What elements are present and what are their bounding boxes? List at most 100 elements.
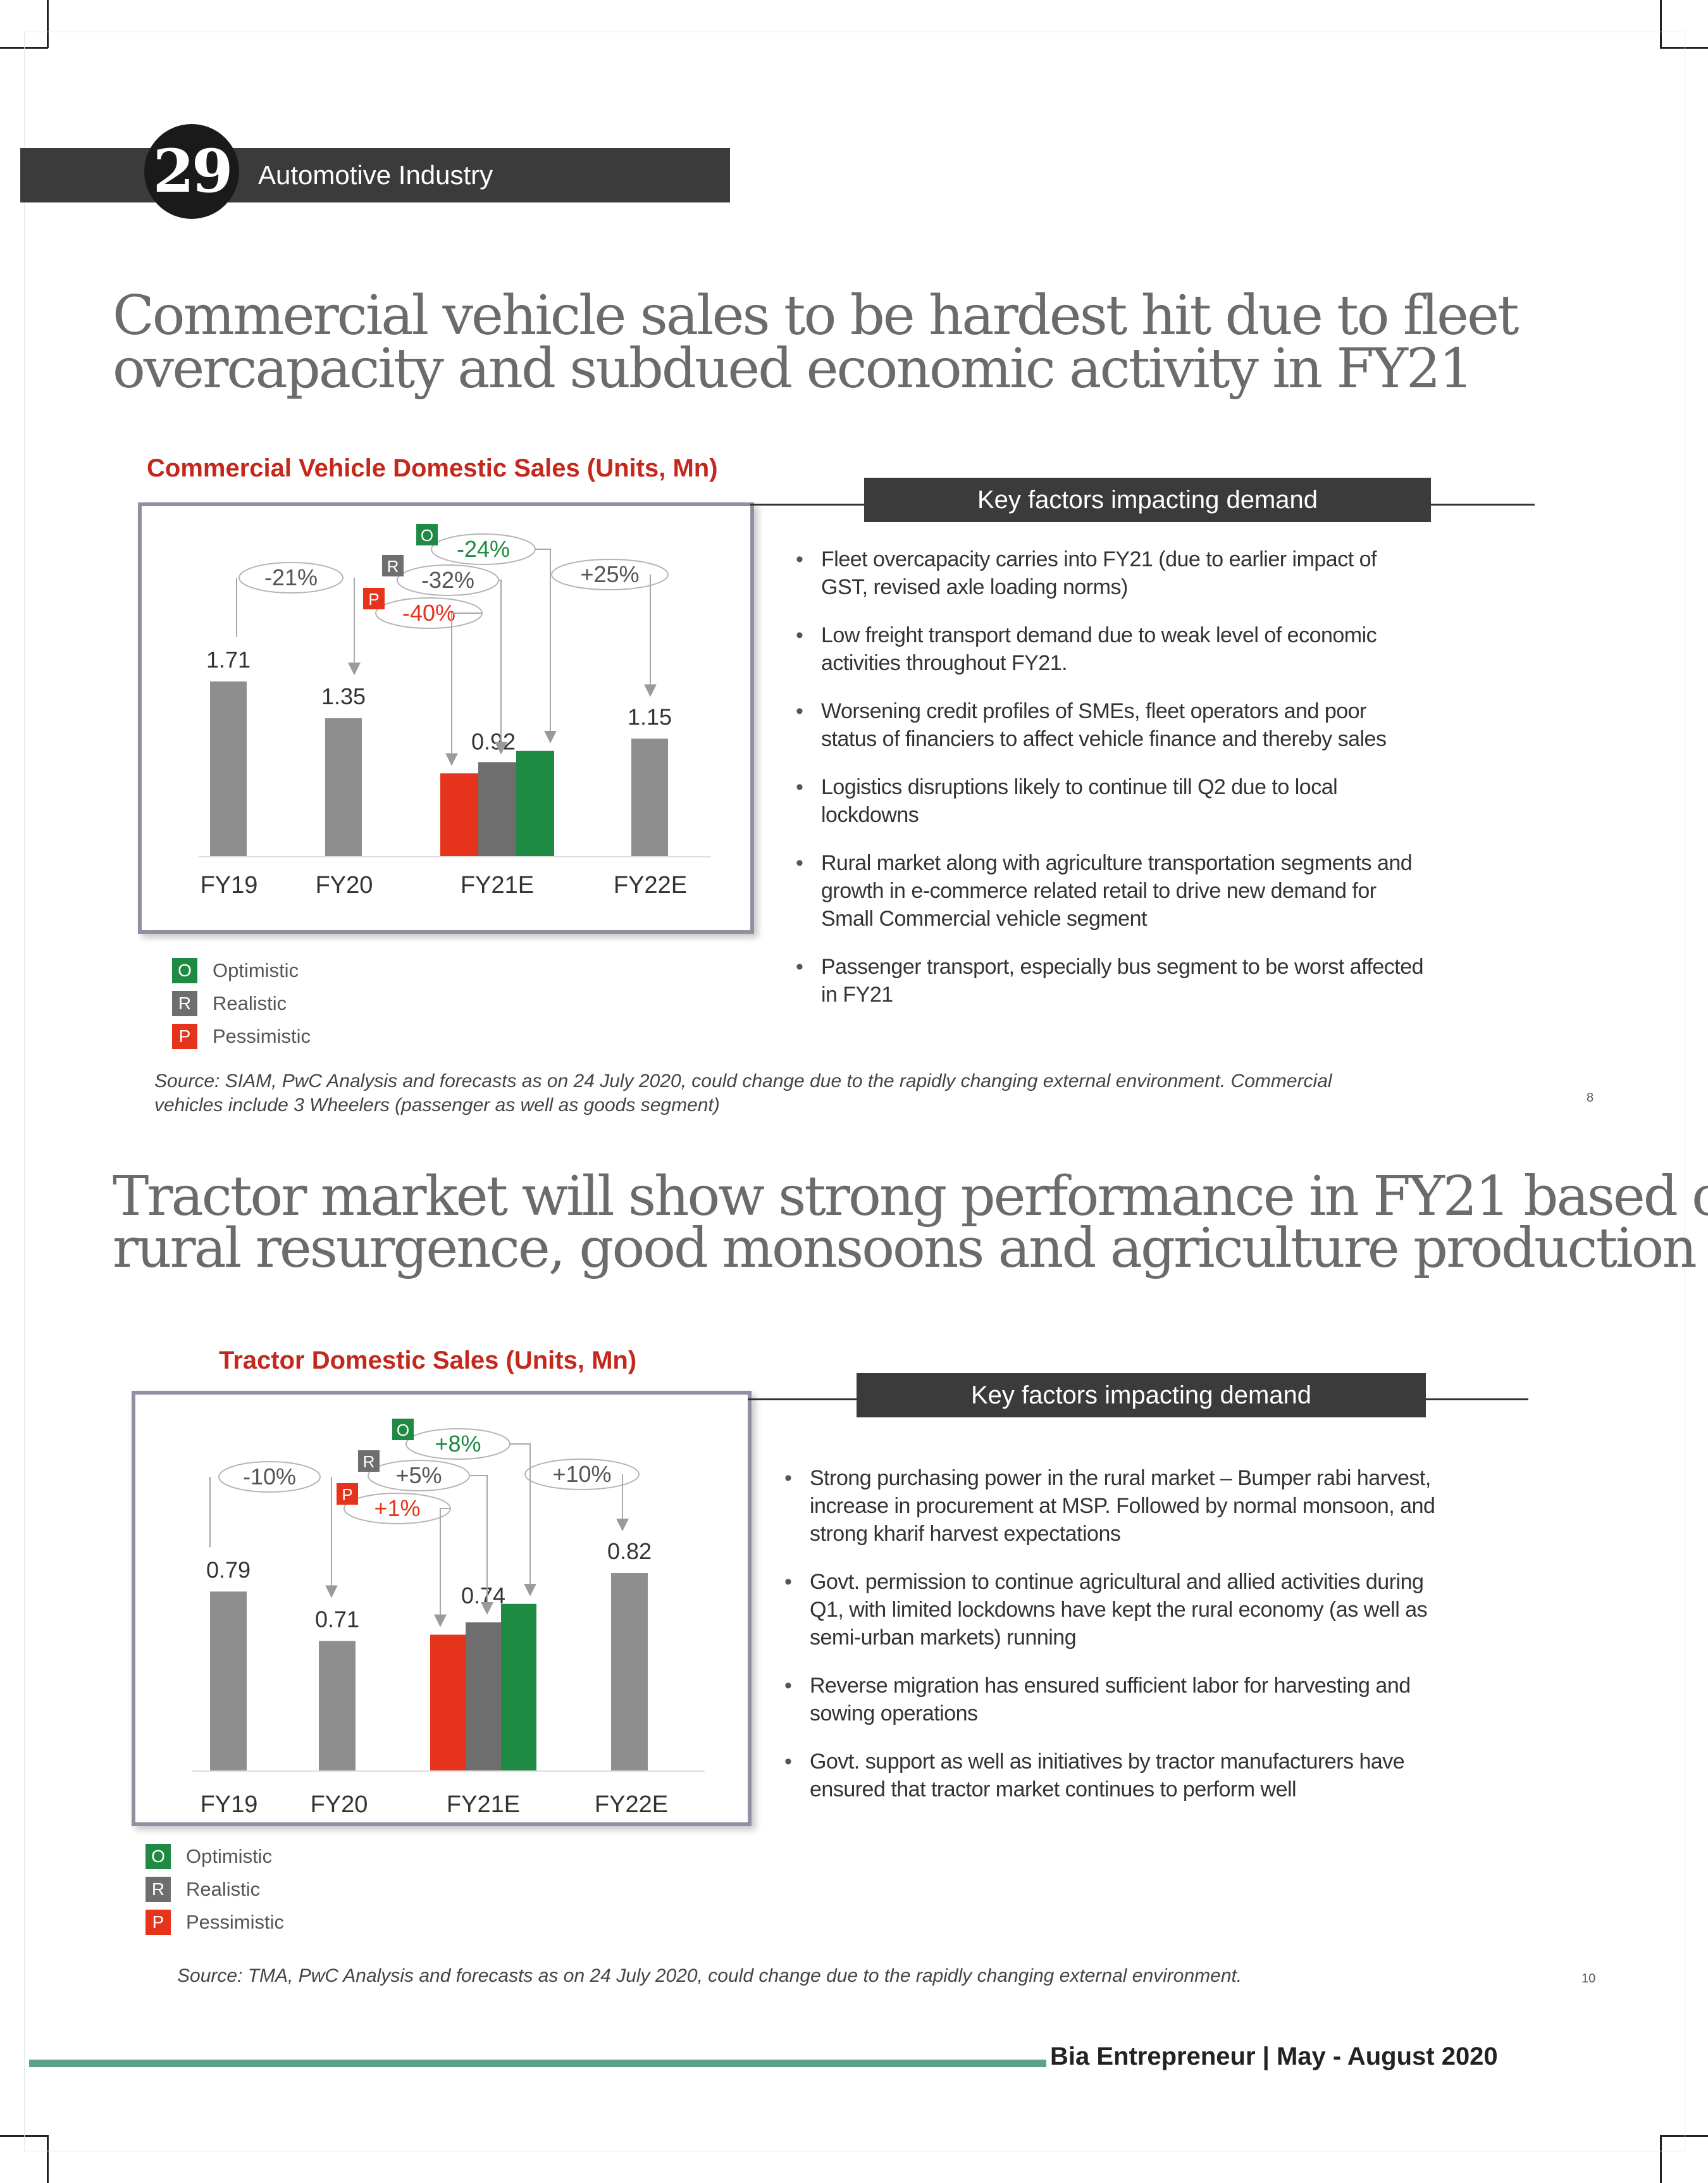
legend-realistic-label: Realistic bbox=[186, 1878, 261, 1900]
growth-fy20-label: -21% bbox=[264, 564, 318, 590]
tractor-factor-4-line-1: Govt. support as well as initiatives by … bbox=[810, 1750, 1405, 1774]
category-label-fy19: FY19 bbox=[201, 872, 258, 899]
growth-fy20-label: -10% bbox=[243, 1464, 296, 1490]
cv-factor-4-line-1: Logistics disruptions likely to continue… bbox=[821, 775, 1338, 799]
scenario-pessimistic-tag-letter: P bbox=[342, 1485, 352, 1504]
value-label-fy22e: 1.15 bbox=[628, 704, 672, 730]
bar-fy21e-realistic bbox=[466, 1622, 501, 1770]
crop-mark bbox=[1660, 2135, 1662, 2183]
value-label-fy21e: 0.74 bbox=[461, 1583, 505, 1608]
footer-text: Bia Entrepreneur | May - August 2020 bbox=[1050, 2043, 1498, 2070]
growth-fy20-bubble bbox=[238, 562, 343, 594]
cv-legend: O Optimistic R Realistic P Pessimistic bbox=[172, 954, 311, 1053]
cv-factor-4: Logistics disruptions likely to continue… bbox=[796, 773, 1542, 829]
scenario-realistic-tag bbox=[382, 555, 404, 576]
growth-fy21e-pessimistic-label: -40% bbox=[402, 600, 455, 626]
growth-fy21e-realistic-label: -32% bbox=[421, 567, 474, 593]
value-label-fy20: 1.35 bbox=[321, 683, 366, 709]
bar-fy21e-realistic bbox=[478, 762, 516, 856]
crop-mark bbox=[47, 2135, 49, 2183]
cv-factor-1-line-1: Fleet overcapacity carries into FY21 (du… bbox=[821, 547, 1377, 571]
tractor-factor-4-line-2: ensured that tractor market continues to… bbox=[810, 1777, 1297, 1801]
bar-fy19 bbox=[210, 1591, 247, 1770]
cv-factor-5: Rural market along with agriculture tran… bbox=[796, 849, 1542, 933]
crop-mark bbox=[1660, 47, 1708, 49]
cv-factor-5-line-2: growth in e-commerce related retail to d… bbox=[821, 879, 1377, 903]
page-number: 29 bbox=[144, 124, 239, 219]
cv-source: Source: SIAM, PwC Analysis and forecasts… bbox=[154, 1069, 1483, 1117]
tractor-chart-svg: 0.79 0.71 0.82 0.74 FY19 FY20 FY21E FY22E -10% +1… bbox=[192, 1419, 705, 1818]
growth-fy20-bubble bbox=[218, 1461, 321, 1493]
legend-optimistic-swatch: O bbox=[145, 1844, 171, 1869]
scenario-optimistic-tag bbox=[416, 524, 438, 545]
legend-realistic-swatch: R bbox=[172, 991, 197, 1016]
tractor-factor-2-line-2: Q1, with limited lockdowns have kept the… bbox=[810, 1598, 1428, 1622]
value-label-fy20: 0.71 bbox=[315, 1606, 359, 1632]
cv-factor-6-line-1: Passenger transport, especially bus segm… bbox=[821, 955, 1424, 979]
scenario-realistic-tag-letter: R bbox=[363, 1452, 375, 1471]
tractor-factor-3: Reverse migration has ensured sufficient… bbox=[784, 1672, 1556, 1727]
cv-factor-4-line-2: lockdowns bbox=[821, 803, 919, 827]
value-label-fy21e: 0.92 bbox=[471, 729, 516, 755]
page-frame bbox=[24, 32, 1685, 2151]
scenario-optimistic-tag-letter: O bbox=[421, 526, 433, 545]
cv-factor-list: Fleet overcapacity carries into FY21 (du… bbox=[796, 545, 1542, 1029]
category-label-fy21e: FY21E bbox=[447, 1791, 520, 1818]
legend-pessimistic-swatch: P bbox=[172, 1024, 197, 1049]
growth-fy21e-optimistic-label: -24% bbox=[457, 536, 510, 562]
legend-realistic: R Realistic bbox=[172, 987, 311, 1020]
scenario-pessimistic-tag-letter: P bbox=[368, 590, 379, 609]
tractor-factor-4: Govt. support as well as initiatives by … bbox=[784, 1748, 1556, 1803]
tractor-chart-title: Tractor Domestic Sales (Units, Mn) bbox=[219, 1346, 637, 1374]
value-label-fy19: 0.79 bbox=[206, 1557, 251, 1583]
cv-factor-2: Low freight transport demand due to weak… bbox=[796, 621, 1542, 677]
cv-chart-title: Commercial Vehicle Domestic Sales (Units… bbox=[147, 454, 718, 482]
bar-fy20 bbox=[325, 718, 362, 856]
bar-fy22e bbox=[631, 738, 668, 856]
cv-chart: 1.71 1.35 1.15 0.92 FY19 FY20 FY21E FY22E -21% +2… bbox=[138, 502, 754, 934]
legend-realistic: R Realistic bbox=[145, 1873, 284, 1906]
scenario-realistic-tag bbox=[358, 1450, 380, 1472]
growth-fy22-bubble bbox=[551, 559, 669, 590]
bar-fy20 bbox=[319, 1641, 356, 1770]
header-band bbox=[20, 148, 730, 202]
bar-fy21e-pessimistic bbox=[430, 1634, 466, 1770]
cv-factor-1: Fleet overcapacity carries into FY21 (du… bbox=[796, 545, 1542, 601]
tractor-factor-1-line-2: increase in procurement at MSP. Followed… bbox=[810, 1494, 1435, 1518]
category-label-fy19: FY19 bbox=[201, 1791, 258, 1818]
growth-fy21e-realistic-connector bbox=[469, 1475, 493, 1615]
growth-fy22-label: +25% bbox=[580, 561, 639, 587]
value-label-fy19: 1.71 bbox=[206, 647, 251, 673]
growth-fy21e-optimistic-connector bbox=[510, 1443, 536, 1596]
cv-slide-number: 8 bbox=[1587, 1091, 1594, 1105]
scenario-optimistic-tag bbox=[392, 1419, 414, 1440]
tractor-factor-3-line-1: Reverse migration has ensured sufficient… bbox=[810, 1674, 1411, 1698]
tractor-factor-1-line-1: Strong purchasing power in the rural mar… bbox=[810, 1466, 1431, 1490]
growth-fy22-bubble bbox=[524, 1458, 640, 1490]
footer-bar bbox=[29, 2060, 1046, 2067]
legend-realistic-label: Realistic bbox=[213, 992, 287, 1014]
tractor-key-factors-title: Key factors impacting demand bbox=[857, 1373, 1426, 1417]
scenario-realistic-tag-letter: R bbox=[387, 557, 399, 576]
cv-factor-3-line-2: status of financiers to affect vehicle f… bbox=[821, 727, 1387, 751]
bar-fy19 bbox=[210, 681, 247, 856]
cv-source-line2: vehicles include 3 Wheelers (passenger a… bbox=[154, 1095, 720, 1116]
legend-pessimistic: P Pessimistic bbox=[145, 1906, 284, 1939]
growth-fy21e-pessimistic-connector bbox=[434, 1508, 450, 1627]
cv-source-line1: Source: SIAM, PwC Analysis and forecasts… bbox=[154, 1071, 1332, 1092]
legend-optimistic: O Optimistic bbox=[145, 1840, 284, 1873]
legend-realistic-swatch: R bbox=[145, 1877, 171, 1902]
growth-fy21e-pessimistic-label: +1% bbox=[374, 1495, 420, 1521]
category-label-fy22e: FY22E bbox=[614, 872, 687, 899]
legend-optimistic-swatch: O bbox=[172, 958, 197, 983]
cv-factor-6: Passenger transport, especially bus segm… bbox=[796, 953, 1542, 1009]
tractor-legend: O Optimistic R Realistic P Pessimistic bbox=[145, 1840, 284, 1939]
legend-optimistic-label: Optimistic bbox=[186, 1845, 273, 1867]
scenario-optimistic-tag-letter: O bbox=[397, 1421, 409, 1440]
headline-tractor-line1: Tractor market will show strong performa… bbox=[113, 1165, 1708, 1228]
tractor-source: Source: TMA, PwC Analysis and forecasts … bbox=[177, 1965, 1242, 1986]
growth-fy22-label: +10% bbox=[552, 1461, 611, 1487]
tractor-factor-3-line-2: sowing operations bbox=[810, 1701, 978, 1726]
bar-fy22e bbox=[611, 1573, 648, 1770]
cv-factor-3-line-1: Worsening credit profiles of SMEs, fleet… bbox=[821, 699, 1366, 723]
